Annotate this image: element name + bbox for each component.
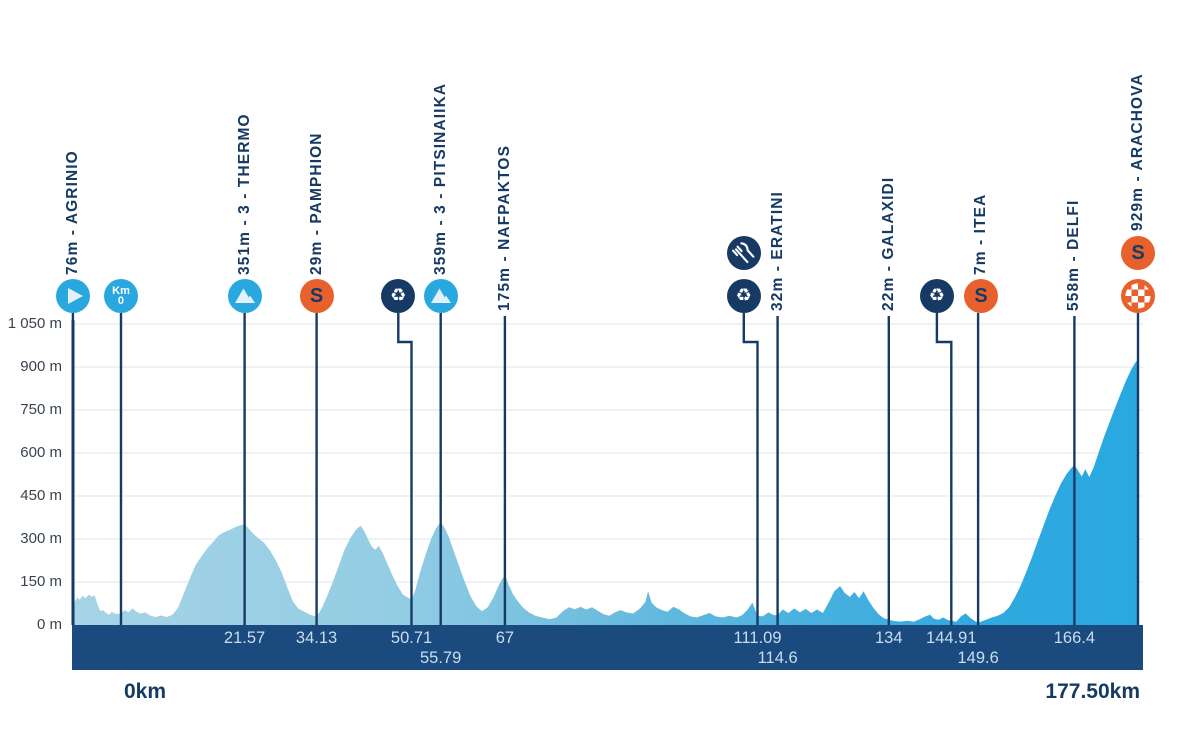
distance-band <box>72 625 1143 670</box>
distance-tick-nafpaktos: 67 <box>495 629 515 647</box>
sprint-icon: S <box>299 279 334 313</box>
distance-tick-delfi: 166.4 <box>1053 629 1096 647</box>
distance-tick-pamphion: 34.13 <box>295 629 338 647</box>
y-axis-tick-label: 300 m <box>20 529 62 547</box>
y-axis-tick-label: 600 m <box>20 443 62 461</box>
distance-tick-feed-zone: 111.09 <box>733 629 782 647</box>
marker-label-delfi: 558m - DELFI <box>1065 199 1083 311</box>
distance-tick-itea: 149.6 <box>957 649 999 667</box>
recycle-icon: ♻ <box>919 279 954 313</box>
marker-label-galaxidi: 22m - GALAXIDI <box>879 176 897 311</box>
play-icon <box>55 279 90 313</box>
distance-start-label: 0km <box>123 680 167 703</box>
distance-end-label: 177.50km <box>1045 680 1140 703</box>
marker-label-eratini: 32m - ERATINI <box>768 191 786 311</box>
marker-label-itea: 7m - ITEA <box>972 193 989 275</box>
distance-tick-waste-zone-2: 144.91 <box>926 629 977 647</box>
distance-tick-galaxidi: 134 <box>875 629 903 647</box>
y-axis-tick-label: 1 050 m <box>7 314 62 332</box>
recycle-icon: ♻ <box>381 279 416 313</box>
marker-label-nafpaktos: 175m - NAFPAKTOS <box>495 144 513 311</box>
y-axis-tick-label: 150 m <box>20 572 62 590</box>
marker-line-feed-zone <box>742 313 759 625</box>
fork-icon <box>726 236 761 270</box>
distance-tick-pitsinaiika: 55.79 <box>419 649 462 667</box>
y-axis-tick-label: 450 m <box>20 486 62 504</box>
sprint-icon: S <box>1121 236 1155 270</box>
mountain-icon <box>423 279 458 313</box>
elevation-profile-area <box>72 359 1138 625</box>
mountain-icon <box>227 279 262 313</box>
y-axis-tick-label: 900 m <box>20 357 62 375</box>
finish-icon <box>1121 279 1155 313</box>
distance-tick-waste-zone-1: 50.71 <box>390 629 433 647</box>
y-axis-tick-label: 0 m <box>36 616 62 633</box>
recycle-icon: ♻ <box>726 279 761 313</box>
marker-line-waste-zone-1 <box>397 313 413 625</box>
marker-label-pamphion: 29m - PAMPHION <box>307 132 325 275</box>
distance-tick-thermo: 21.57 <box>223 629 266 647</box>
sprint-icon: S <box>964 279 998 313</box>
marker-label-agrinio: 76m - AGRINIO <box>63 150 81 275</box>
marker-label-pitsinaiika: 359m - 3 - PITSINAIIKA <box>431 82 449 275</box>
marker-label-thermo: 351m - 3 - THERMO <box>235 113 253 275</box>
marker-label-arachova: 929m - ARACHOVA <box>1129 73 1146 231</box>
km0-icon: Km 0 <box>104 279 138 313</box>
marker-line-waste-zone-2 <box>935 313 953 625</box>
distance-tick-eratini: 114.6 <box>757 649 798 667</box>
y-axis-tick-label: 750 m <box>20 400 62 418</box>
